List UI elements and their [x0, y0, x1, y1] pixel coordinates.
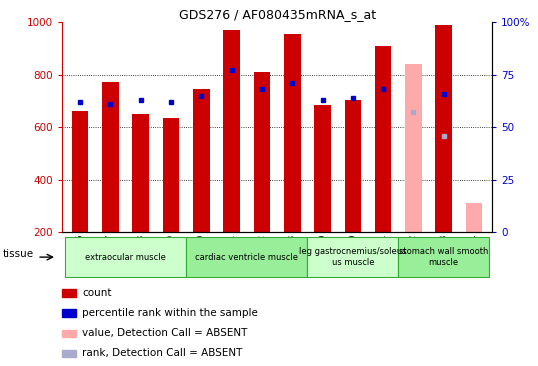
Bar [193, 89, 210, 232]
Bar [284, 34, 301, 232]
Bar [375, 46, 392, 232]
Bar [435, 25, 452, 232]
Bar [344, 100, 361, 232]
Text: count: count [82, 288, 112, 298]
Bar [314, 105, 331, 232]
Text: rank, Detection Call = ABSENT: rank, Detection Call = ABSENT [82, 348, 243, 358]
Bar [253, 72, 270, 232]
Bar [398, 237, 489, 277]
Bar [62, 309, 75, 317]
Text: leg gastrocnemius/soleus
us muscle: leg gastrocnemius/soleus us muscle [299, 247, 407, 267]
Bar [162, 118, 179, 232]
Bar [62, 329, 75, 337]
Bar [72, 111, 88, 232]
Bar [466, 203, 483, 232]
Title: GDS276 / AF080435mRNA_s_at: GDS276 / AF080435mRNA_s_at [179, 8, 376, 21]
Bar [65, 237, 186, 277]
Text: value, Detection Call = ABSENT: value, Detection Call = ABSENT [82, 328, 247, 338]
Bar [307, 237, 398, 277]
Text: tissue: tissue [3, 249, 34, 259]
Bar [62, 350, 75, 357]
Bar [62, 289, 75, 297]
Text: cardiac ventricle muscle: cardiac ventricle muscle [195, 253, 298, 262]
Bar [186, 237, 307, 277]
Text: extraocular muscle: extraocular muscle [85, 253, 166, 262]
Text: percentile rank within the sample: percentile rank within the sample [82, 308, 258, 318]
Text: stomach wall smooth
muscle: stomach wall smooth muscle [399, 247, 489, 267]
Bar [132, 114, 149, 232]
Bar [223, 30, 240, 232]
Bar [405, 64, 422, 232]
Bar [102, 82, 119, 232]
